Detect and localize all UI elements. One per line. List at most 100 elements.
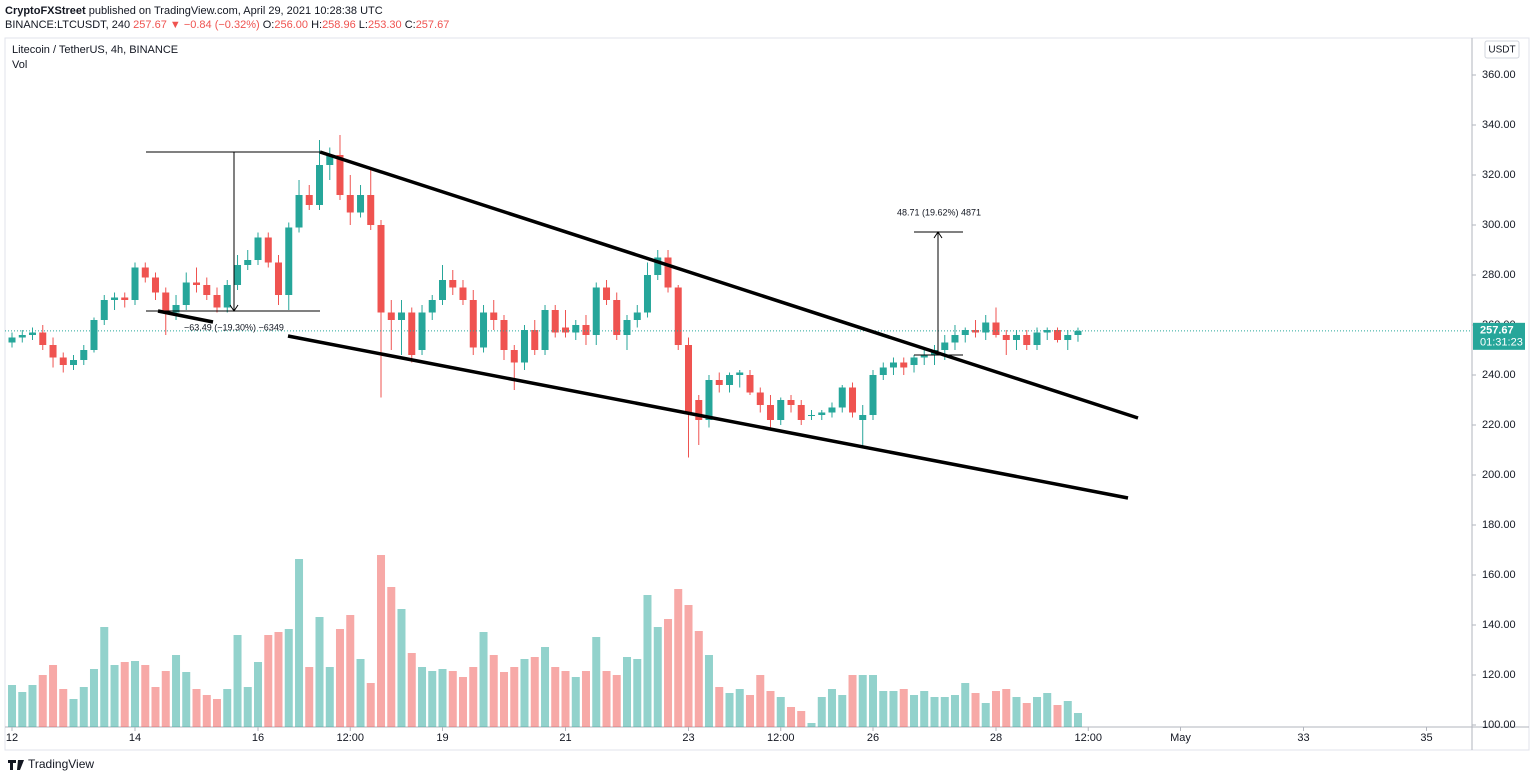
volume-bar xyxy=(151,687,160,727)
volume-bar xyxy=(233,635,242,727)
volume-bar xyxy=(49,665,58,727)
candle-body xyxy=(326,155,334,165)
candle-body xyxy=(111,297,119,300)
candle-body xyxy=(100,300,108,320)
volume-bar xyxy=(571,677,580,727)
candle-body xyxy=(18,335,26,338)
y-tick-label: 180.00 xyxy=(1482,519,1516,531)
frame xyxy=(4,37,1530,751)
volume-bar xyxy=(725,693,734,727)
volume-bar xyxy=(910,695,919,727)
volume-bar xyxy=(254,662,263,727)
volume-bar xyxy=(920,691,929,727)
candle-body xyxy=(377,225,385,313)
volume-bar xyxy=(694,631,703,727)
trend-line xyxy=(157,309,214,324)
measure-label: 48.71 (19.62%) 4871 xyxy=(897,207,981,217)
volume-bar xyxy=(172,655,181,727)
candle-body xyxy=(234,265,242,285)
volume-bar xyxy=(346,615,355,727)
volume-bar xyxy=(674,589,683,727)
symbol: BINANCE:LTCUSDT, 240 xyxy=(5,19,130,31)
ohlc-key: L: xyxy=(359,19,368,31)
candle-body xyxy=(941,342,949,350)
candle-body xyxy=(387,312,395,320)
arrow-head xyxy=(229,304,239,312)
candle-body xyxy=(859,415,867,420)
candle-body xyxy=(500,320,508,350)
candle-body xyxy=(900,362,908,368)
y-tick-label: 360.00 xyxy=(1482,69,1516,81)
trend-line xyxy=(287,334,1129,500)
candle-body xyxy=(1023,335,1031,345)
volume-bar xyxy=(858,675,867,727)
volume-bar xyxy=(274,632,283,727)
candle-body xyxy=(193,282,201,285)
candle-body xyxy=(162,292,170,313)
volume-bar xyxy=(561,671,570,727)
candle-body xyxy=(1043,330,1051,333)
ohlc-value: 258.96 xyxy=(322,19,356,31)
candle-body xyxy=(992,322,1000,335)
candle-body xyxy=(428,300,436,313)
candle-body xyxy=(777,400,785,420)
candle-body xyxy=(920,355,928,358)
candle-body xyxy=(520,330,528,363)
volume-bar xyxy=(541,647,550,727)
currency-box[interactable] xyxy=(1484,40,1520,59)
volume-bar xyxy=(448,671,457,727)
candle-body xyxy=(746,375,754,393)
volume-bar xyxy=(633,659,642,727)
arrow-head xyxy=(933,231,943,239)
candle-body xyxy=(592,287,600,335)
candle-body xyxy=(838,387,846,408)
candle-body xyxy=(603,287,611,300)
y-tick-label: 340.00 xyxy=(1482,119,1516,131)
volume-bar xyxy=(1063,701,1072,727)
x-tick-label: 21 xyxy=(559,732,571,744)
candle-body xyxy=(244,260,252,265)
candle-body xyxy=(459,287,467,300)
volume-bar xyxy=(971,693,980,727)
volume-bar xyxy=(889,691,898,727)
candle-body xyxy=(274,262,282,295)
volume-bar xyxy=(295,559,304,727)
candle-body xyxy=(1074,330,1082,335)
volume-bar xyxy=(18,692,27,727)
ohlc-value: 253.30 xyxy=(368,19,402,31)
x-tick-label: 23 xyxy=(682,732,694,744)
candle-body xyxy=(982,322,990,333)
chart-title: Litecoin / TetherUS, 4h, BINANCE xyxy=(12,44,178,56)
volume-bar xyxy=(1043,693,1052,727)
volume-bar xyxy=(1033,697,1042,727)
candle-body xyxy=(951,335,959,343)
volume-bar xyxy=(397,609,406,727)
volume-bar xyxy=(746,695,755,727)
candle-body xyxy=(408,312,416,355)
currency[interactable]: USDT xyxy=(1488,45,1515,56)
candle-body xyxy=(531,330,539,350)
volume-bar xyxy=(438,669,447,727)
volume-bar xyxy=(428,671,437,727)
volume-bar xyxy=(418,667,427,727)
volume-bar xyxy=(69,699,78,727)
candle-body xyxy=(131,267,139,300)
volume-label: Vol xyxy=(12,59,27,71)
ohlc-value: 256.00 xyxy=(274,19,308,31)
candle-body xyxy=(643,275,651,313)
x-tick-label: 12 xyxy=(6,732,18,744)
countdown: 01:31:23 xyxy=(1480,337,1523,349)
candle-body xyxy=(70,360,78,365)
volume-bar xyxy=(192,689,201,727)
volume-bar xyxy=(961,683,970,727)
y-tick-label: 100.00 xyxy=(1482,719,1516,731)
y-tick-label: 220.00 xyxy=(1482,419,1516,431)
volume-bar xyxy=(120,662,129,727)
volume-bar xyxy=(366,683,375,727)
candle-body xyxy=(397,312,405,320)
volume-bar xyxy=(100,627,109,727)
candle-body xyxy=(346,195,354,213)
volume-bar xyxy=(787,707,796,727)
volume-bar xyxy=(704,655,713,727)
